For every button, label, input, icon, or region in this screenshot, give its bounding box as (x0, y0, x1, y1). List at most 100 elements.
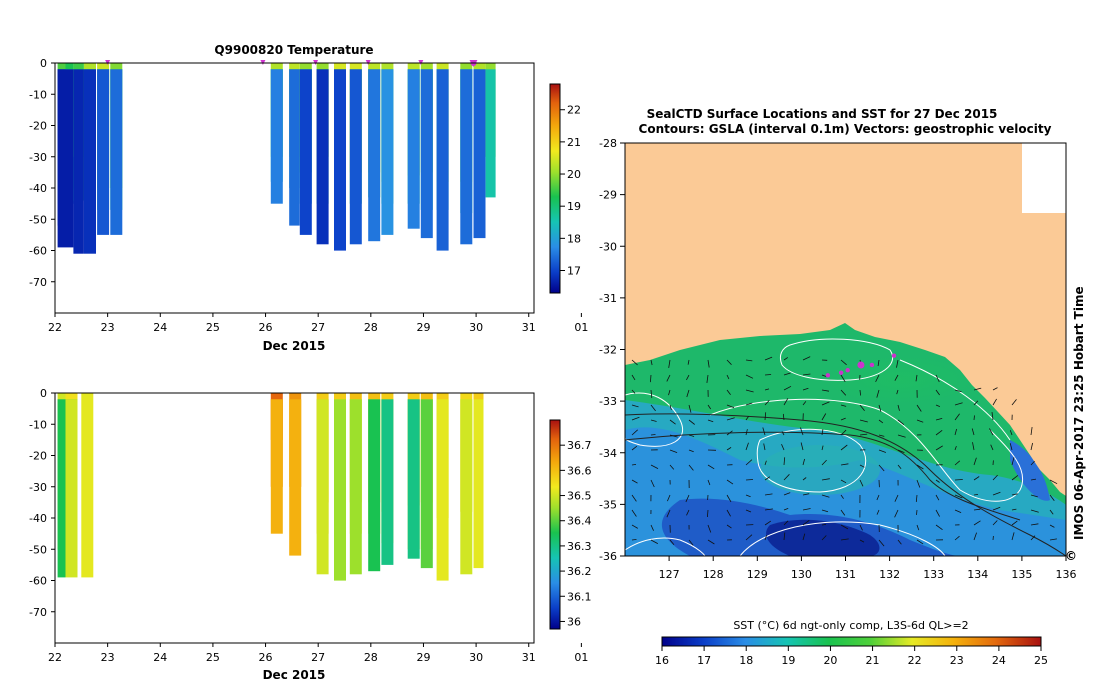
sst-coldest-water (766, 519, 880, 556)
sst-colorbar-ramp (661, 636, 1042, 647)
velocity-vector (1049, 479, 1058, 485)
velocity-vector (840, 479, 847, 484)
x-tick-label: 22 (48, 321, 62, 334)
map-x-tick-label: 128 (703, 568, 724, 581)
velocity-vector (1011, 532, 1015, 541)
salinity-panel: 0 -10 -20 -30 -40 -50 -60 -70 22 23 24 25 26 27 28 29 3… (29, 387, 591, 682)
velocity-vector (935, 445, 943, 451)
velocity-vector (802, 401, 807, 406)
profile-column (368, 63, 381, 242)
velocity-vector (992, 387, 998, 391)
velocity-vector (1030, 523, 1039, 526)
velocity-vector (821, 389, 830, 392)
velocity-vector (631, 416, 640, 421)
map-y-tick-label: -28 (599, 137, 617, 150)
profile-cell (349, 399, 362, 575)
profile-column (407, 393, 420, 559)
profile-cell (473, 399, 484, 569)
map-y-tick-label: -33 (599, 395, 617, 408)
velocity-vector (935, 404, 941, 407)
velocity-vector (688, 449, 694, 453)
velocity-vector (859, 479, 864, 487)
salinity-colorbar-ramp (549, 419, 561, 630)
velocity-vector (688, 419, 695, 425)
velocity-vector (894, 509, 899, 518)
velocity-vector (706, 374, 709, 383)
y-tick-label: -40 (29, 182, 47, 195)
velocity-vector (821, 401, 830, 406)
profile-cell (436, 69, 449, 251)
profile-column (289, 393, 302, 556)
velocity-vector (1049, 494, 1055, 502)
velocity-vector (1049, 509, 1054, 515)
velocity-vector (878, 539, 885, 547)
velocity-vector (840, 494, 844, 499)
velocity-vector (1011, 493, 1018, 496)
map-y-tick-label: -29 (599, 189, 617, 202)
map-y-tick-label: -32 (599, 344, 617, 357)
x-tick-label: 30 (469, 321, 483, 334)
velocity-vector (840, 359, 847, 366)
velocity-vector (954, 494, 963, 499)
velocity-vector (973, 415, 975, 421)
profile-cell (316, 399, 329, 575)
velocity-vector (666, 374, 671, 382)
velocity-vector (783, 398, 789, 406)
velocity-vector (726, 509, 731, 517)
velocity-vector (650, 464, 659, 469)
velocity-vector (764, 493, 773, 496)
profile-column (334, 63, 346, 251)
velocity-vector (896, 389, 899, 395)
velocity-vector (859, 404, 865, 412)
colorbar-tick-label: 36.6 (567, 464, 592, 477)
map-x-ticks: 127 128 129 130 131 132 133 134 135 136 (659, 556, 1077, 581)
velocity-vector (878, 464, 885, 472)
profile-cell (420, 69, 433, 239)
velocity-vector (840, 509, 846, 516)
profile-column (270, 63, 283, 204)
sst-shelf-edge (1010, 440, 1050, 501)
velocity-vector (1030, 509, 1039, 513)
profile-column (349, 393, 362, 575)
profile-cell (299, 69, 312, 235)
y-tick-label: -50 (29, 213, 47, 226)
velocity-vector (650, 479, 655, 488)
temperature-xlabel: Dec 2015 (263, 339, 326, 353)
velocity-vector (726, 494, 732, 503)
velocity-vector (745, 402, 753, 406)
colorbar-tick-label: 36.5 (567, 490, 592, 503)
sst-colorbar-tick-label: 19 (781, 654, 795, 667)
seal-location-marker (857, 361, 865, 369)
velocity-vector (954, 402, 963, 406)
velocity-vector (745, 479, 754, 481)
velocity-vector (992, 474, 998, 481)
sst-colorbar-tick-label: 18 (739, 654, 753, 667)
velocity-vector (821, 429, 824, 436)
y-tick-label: 0 (40, 387, 47, 400)
temperature-x-ticks: 22 23 24 25 26 27 28 29 30 31 01 (48, 313, 588, 334)
velocity-vector (631, 374, 636, 381)
velocity-vector (973, 508, 981, 511)
velocity-vector (783, 532, 786, 541)
x-tick-label: 28 (364, 321, 378, 334)
velocity-vector (954, 445, 957, 451)
velocity-vector (745, 429, 748, 436)
x-tick-label: 26 (259, 651, 273, 664)
map-y-tick-label: -36 (599, 550, 617, 563)
velocity-vector (631, 429, 638, 436)
velocity-vector (764, 412, 767, 421)
velocity-vector (878, 449, 887, 453)
velocity-vector (840, 389, 847, 396)
velocity-vector (973, 400, 979, 406)
gsla-contour (625, 392, 683, 447)
map-title-line2: Contours: GSLA (interval 0.1m) Vectors: … (639, 122, 1052, 136)
gsla-contour (739, 521, 946, 556)
x-tick-label: 29 (416, 651, 430, 664)
profile-cell (97, 69, 110, 235)
bathymetry-line (625, 413, 1066, 556)
profile-column (473, 63, 486, 239)
velocity-vector (1009, 443, 1013, 451)
velocity-vector (972, 442, 975, 451)
velocity-vector (764, 535, 767, 541)
velocity-vector (821, 413, 827, 421)
